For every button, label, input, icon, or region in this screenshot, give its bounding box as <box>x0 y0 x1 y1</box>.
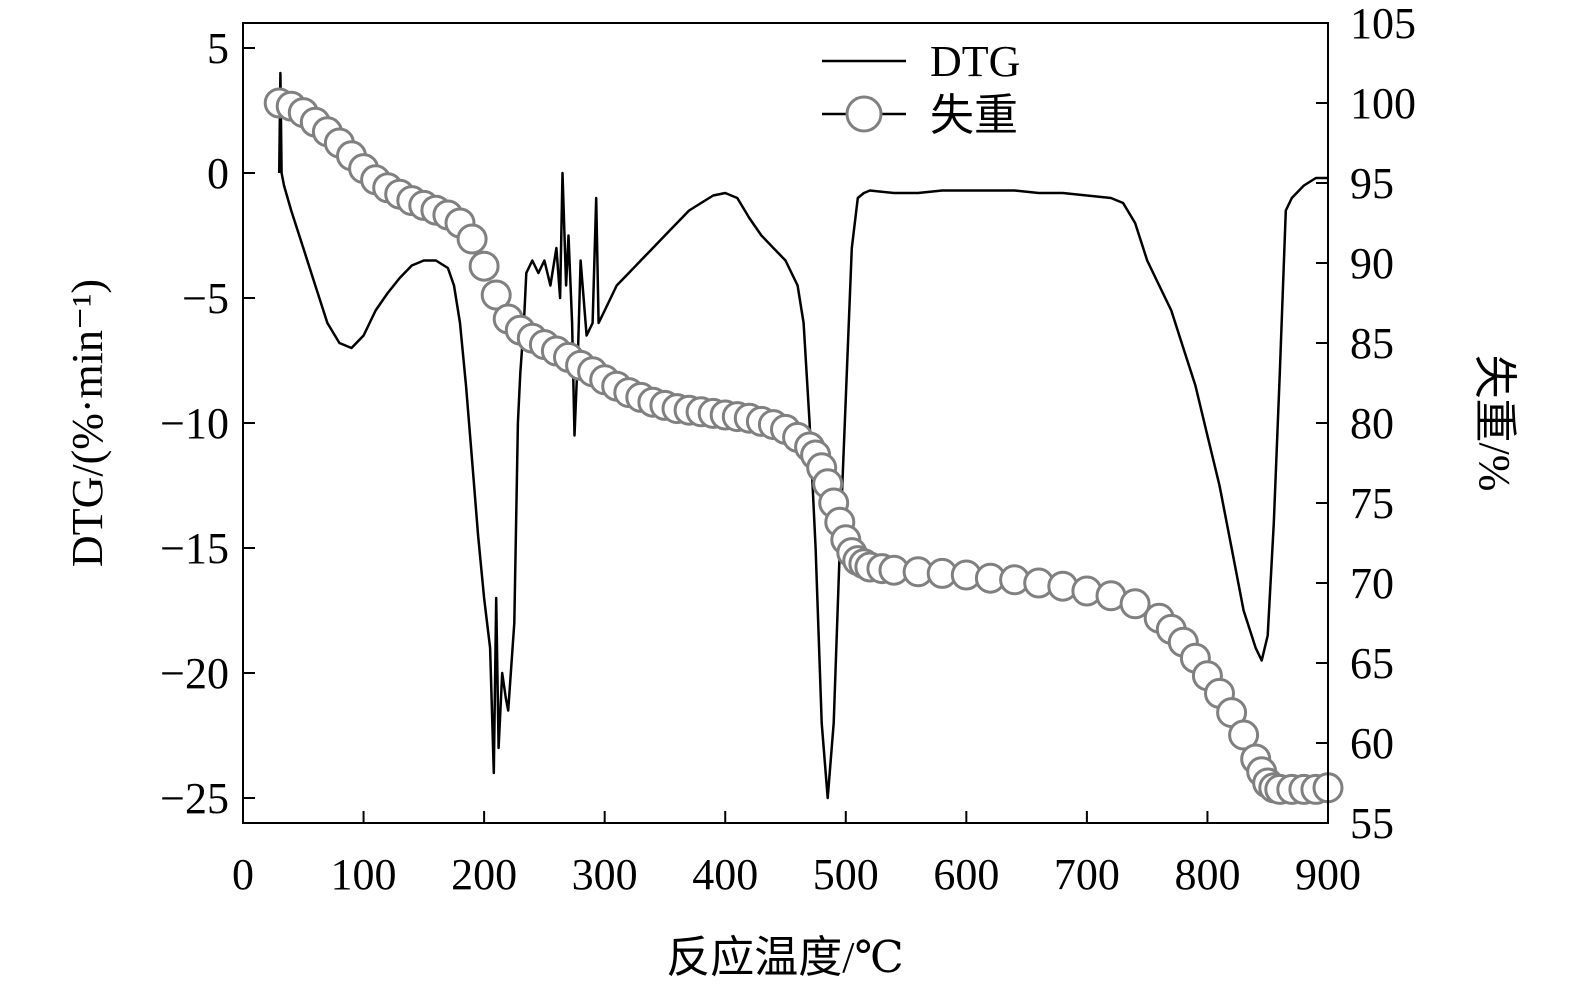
x-tick-label: 300 <box>572 850 638 899</box>
dtg-series-line <box>277 71 1328 800</box>
x-tick-label: 100 <box>331 850 397 899</box>
loss-point <box>1228 719 1260 751</box>
x-axis-title: 反应温度/℃ <box>666 933 903 982</box>
x-axis-ticks: 0 100 200 300 400 500 600 700 800 900 <box>232 811 1361 899</box>
x-tick-label: 800 <box>1174 850 1240 899</box>
x-tick-label: 0 <box>232 850 254 899</box>
left-y-tick-label: −20 <box>160 649 229 698</box>
right-y-tick-label: 90 <box>1350 239 1394 288</box>
left-y-axis-title: DTG/(%·min⁻¹) <box>63 279 112 567</box>
x-tick-label: 900 <box>1295 850 1361 899</box>
legend-dtg-label: DTG <box>930 37 1020 86</box>
loss-point <box>468 250 500 282</box>
left-y-tick-label: −10 <box>160 399 229 448</box>
right-y-tick-label: 65 <box>1350 639 1394 688</box>
x-tick-label: 400 <box>692 850 758 899</box>
right-y-tick-label: 105 <box>1350 0 1416 48</box>
legend-loss-marker <box>845 95 883 133</box>
left-y-axis-ticks: 5 0 −5 −10 −15 −20 −25 <box>160 24 255 823</box>
right-y-tick-label: 85 <box>1350 319 1394 368</box>
legend-loss-label: 失重 <box>930 91 1018 140</box>
right-y-axis-ticks: 105 100 95 90 85 80 75 70 65 60 55 <box>1316 0 1416 848</box>
right-y-tick-label: 60 <box>1350 719 1394 768</box>
left-y-tick-label: 5 <box>207 24 229 73</box>
x-tick-label: 600 <box>933 850 999 899</box>
right-y-axis-title: 失重/% <box>1470 355 1519 492</box>
loss-point <box>480 279 512 311</box>
right-y-tick-label: 95 <box>1350 159 1394 208</box>
plot-frame <box>242 22 1329 824</box>
right-y-tick-label: 70 <box>1350 559 1394 608</box>
right-y-tick-label: 100 <box>1350 79 1416 128</box>
x-tick-label: 200 <box>451 850 517 899</box>
right-y-tick-label: 55 <box>1350 799 1394 848</box>
left-y-tick-label: −25 <box>160 774 229 823</box>
loss-point <box>1119 588 1151 620</box>
left-y-tick-label: −15 <box>160 524 229 573</box>
loss-series-markers <box>263 87 1344 805</box>
left-y-tick-label: 0 <box>207 149 229 198</box>
x-tick-label: 500 <box>813 850 879 899</box>
x-tick-label: 700 <box>1054 850 1120 899</box>
right-y-tick-label: 75 <box>1350 479 1394 528</box>
legend: DTG 失重 <box>822 37 1020 140</box>
loss-point <box>456 223 488 255</box>
series-layer <box>263 71 1344 805</box>
left-y-tick-label: −5 <box>182 274 229 323</box>
right-y-tick-label: 80 <box>1350 399 1394 448</box>
